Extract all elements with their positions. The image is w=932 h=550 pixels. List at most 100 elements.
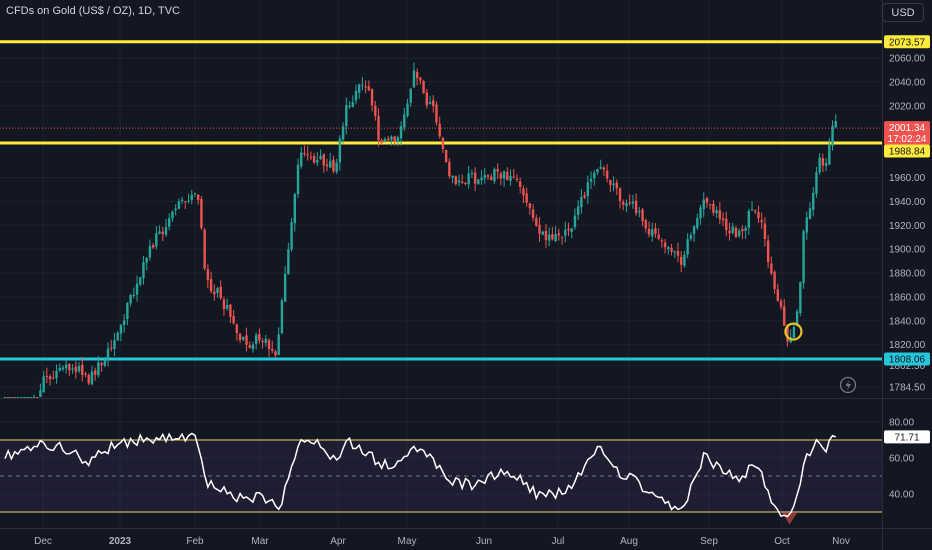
candle-up (187, 200, 190, 202)
candle-down (197, 194, 200, 200)
rsi-pane (0, 432, 882, 525)
candle-down (444, 149, 448, 162)
candle-down (303, 152, 306, 154)
candle-down (544, 230, 548, 241)
candle-up (625, 203, 628, 207)
candle-down (567, 228, 570, 231)
candle-up (683, 254, 686, 266)
candle-up (264, 338, 268, 343)
candle-down (490, 176, 493, 181)
candle-down (261, 340, 264, 342)
candle-up (834, 121, 837, 128)
candle-up (129, 294, 132, 304)
candle-down (496, 169, 499, 172)
currency-button[interactable]: USD (882, 3, 924, 22)
candle-up (142, 262, 145, 279)
candle-up (180, 199, 184, 201)
candle-up (122, 320, 126, 326)
candle-down (52, 377, 55, 379)
candle-up (216, 288, 219, 293)
time-tick-label: Apr (330, 536, 346, 547)
candle-down (435, 104, 438, 123)
candle-down (438, 123, 441, 137)
price-tick-label: 1940.00 (889, 197, 926, 208)
level-tag-1808-bg (884, 352, 930, 366)
candle-up (808, 208, 812, 220)
candle-up (29, 397, 32, 398)
candle-up (190, 194, 193, 200)
candle-down (203, 229, 206, 269)
candle-down (425, 92, 429, 106)
candle-up (26, 397, 29, 398)
lightning-bolt (845, 380, 851, 391)
candle-down (757, 212, 760, 219)
candle-up (16, 397, 20, 398)
time-tick-label: Oct (774, 536, 790, 547)
candle-up (77, 366, 81, 372)
candle-up (116, 332, 119, 341)
price-tick-label: 2040.00 (889, 77, 926, 88)
candle-up (483, 175, 486, 179)
candle-down (93, 370, 97, 375)
candle-down (213, 291, 216, 295)
candle-up (673, 251, 676, 253)
candle-down (551, 234, 554, 240)
level-tag-1988-text: 1988.84 (889, 147, 926, 158)
candle-up (737, 230, 741, 236)
candle-down (229, 304, 232, 317)
lightning-ring (839, 376, 857, 394)
candle-down (660, 240, 664, 242)
candle-up (225, 305, 229, 309)
candle-up (55, 370, 58, 379)
candle-up (148, 246, 152, 258)
price-tick-label: 1880.00 (889, 269, 926, 280)
candle-up (428, 101, 432, 104)
candle-down (583, 195, 586, 198)
candle-down (615, 182, 618, 189)
candle-down (712, 203, 715, 213)
candle-down (680, 256, 683, 265)
candle-down (448, 161, 451, 177)
candle-up (358, 84, 361, 93)
price-tick-label: 1820.00 (889, 340, 926, 351)
candle-up (126, 302, 129, 319)
candle-up (480, 177, 483, 181)
candle-down (271, 349, 274, 351)
candle-down (374, 105, 377, 117)
candle-down (232, 316, 235, 324)
time-tick-label: Dec (34, 536, 52, 547)
candle-up (277, 334, 280, 355)
candle-down (87, 375, 90, 384)
candle-up (345, 105, 348, 127)
candle-up (287, 249, 290, 275)
candle-down (770, 263, 773, 274)
candle-up (824, 163, 828, 166)
candle-up (470, 172, 474, 174)
candle-up (39, 390, 42, 397)
time-tick-label: Jun (476, 536, 492, 547)
current-price-tag-text: 2001.34 (889, 123, 926, 134)
candle-up (242, 336, 245, 340)
candle-down (644, 220, 647, 229)
price-tick-label: 1860.00 (889, 292, 926, 303)
candle-up (23, 397, 26, 398)
rsi-tick-label: 40.00 (889, 490, 914, 501)
candle-down (370, 89, 374, 106)
candle-up (564, 229, 567, 236)
candle-up (702, 199, 705, 210)
candle-up (576, 206, 580, 215)
price-levels (0, 40, 882, 361)
candle-down (238, 333, 242, 341)
time-tick-label: Sep (700, 536, 718, 547)
candle-down (657, 234, 660, 239)
price-tick-label: 1840.00 (889, 316, 926, 327)
candle-up (296, 164, 300, 195)
rsi-line (4, 432, 837, 518)
candle-up (103, 359, 107, 366)
candle-down (708, 203, 712, 205)
price-tick-label: 1920.00 (889, 221, 926, 232)
candle-up (361, 84, 364, 86)
candle-down (776, 289, 779, 302)
